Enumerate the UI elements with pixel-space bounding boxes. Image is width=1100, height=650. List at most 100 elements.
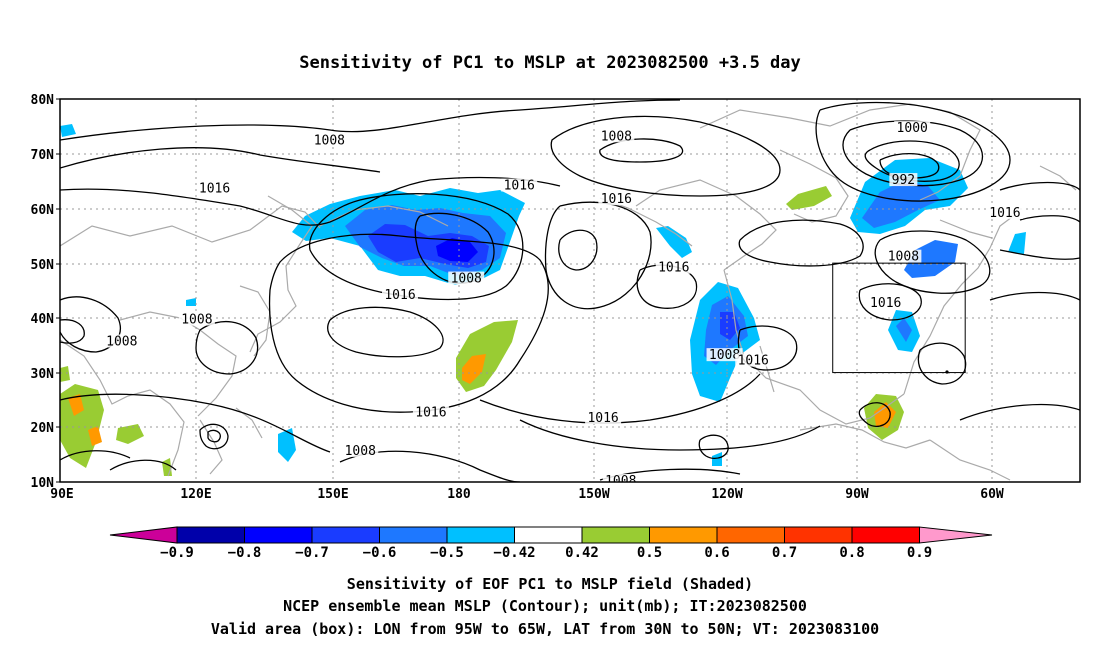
colorbar-segment [176, 526, 245, 544]
map-frame [59, 98, 1081, 483]
contour-label-bg [412, 405, 449, 419]
shade-canada-mid [862, 180, 940, 228]
shade-npac-darkest [436, 238, 478, 262]
lat-label: 70N [31, 148, 55, 163]
caption-line-2: NCEP ensemble mean MSLP (Contour); unit(… [283, 597, 807, 615]
contour-label-bg [585, 411, 622, 425]
contour-label: 1008 [601, 129, 632, 144]
shade-arctic-left [60, 124, 76, 137]
colorbar-label: 0.6 [704, 545, 729, 561]
contour-label-bg [655, 260, 692, 274]
contour-label-bg [598, 192, 635, 206]
contour-label-bg [986, 205, 1023, 219]
contour-label: 992 [892, 173, 915, 188]
contour-label: 1008 [181, 313, 212, 328]
lon-label: 150W [578, 487, 609, 502]
contour-label: 1000 [897, 121, 928, 136]
contour-label: 1008 [345, 444, 376, 459]
colorbar-label: −0.9 [160, 545, 194, 561]
lat-label: 60N [31, 203, 55, 218]
sensitivity-shading [60, 124, 1026, 476]
lon-label: 120E [180, 487, 211, 502]
contour-label-bg [196, 181, 233, 195]
contour-label-bg [706, 348, 743, 362]
colorbar-segment [311, 526, 380, 544]
shade-alaska [656, 226, 692, 258]
contour-label: 1016 [601, 192, 632, 207]
shade-labrador [904, 240, 958, 278]
contour-label-bg [598, 129, 635, 143]
colorbar-segment [784, 526, 853, 544]
colorbar-segment [649, 526, 718, 544]
shade-atlantic-east [1008, 232, 1026, 254]
colorbar-label: 0.8 [839, 545, 864, 561]
contour-label-bg [342, 443, 379, 457]
contour-label-bg [382, 287, 418, 301]
contour-labels: 1008 1016 1016 1008 1016 1008 1016 1008 1008 1016… [103, 121, 1023, 489]
contour-label-bg [885, 249, 922, 263]
contour-label: 1016 [587, 411, 618, 426]
colorbar-label: −0.5 [430, 545, 464, 561]
contour-label: 1008 [451, 272, 482, 287]
lat-label: 10N [31, 476, 55, 491]
contour-label: 1016 [384, 288, 415, 303]
colorbar-label: −0.42 [493, 545, 535, 561]
contour-label: 1008 [314, 134, 345, 149]
contour-label-bg [867, 296, 904, 310]
shade-india-orange [68, 394, 102, 446]
contour-label-bg [501, 178, 538, 192]
contour-label: 1016 [504, 179, 535, 194]
lat-ticks [56, 98, 60, 483]
contour-label: 1016 [738, 354, 769, 369]
shade-box-mid [896, 318, 912, 342]
lon-label: 90E [50, 487, 73, 502]
shade-gulf-orange [874, 402, 896, 428]
colorbar-segment [851, 526, 920, 544]
contour-label: 1016 [870, 296, 901, 311]
captions: Sensitivity of EOF PC1 to MSLP field (Sh… [211, 575, 879, 638]
shade-wpac-south [278, 428, 296, 462]
shade-japan-small [186, 298, 196, 306]
lon-label: 60W [980, 487, 1004, 502]
colorbar-low-extend [109, 526, 178, 544]
lat-label: 20N [31, 421, 55, 436]
lon-label: 180 [447, 487, 471, 502]
shade-pac-orange [462, 354, 486, 384]
contour-label-bg [735, 353, 772, 367]
contour-label: 1008 [106, 334, 137, 349]
contour-label-bg [448, 271, 485, 285]
colorbar-segment [446, 526, 515, 544]
lon-axis: 90E 120E 150E 180 150W 120W 90W 60W [50, 487, 1004, 502]
contour-label: 1016 [415, 406, 446, 421]
contour-label-bg [178, 312, 215, 326]
lon-label: 90W [845, 487, 869, 502]
colorbar-segment [514, 526, 583, 544]
contour-label: 1016 [658, 261, 689, 276]
contour-label-bg [889, 173, 918, 187]
graticule [60, 99, 1080, 482]
colorbar: −0.9 −0.8 −0.7 −0.6 −0.5 −0.42 0.42 0.5 0.6 0.7 0.… [109, 526, 993, 561]
box-marker-dot [945, 370, 949, 374]
colorbar-label: −0.6 [363, 545, 397, 561]
contour-label-bg [894, 121, 931, 135]
colorbar-segment [379, 526, 448, 544]
mslp-contours [60, 99, 1080, 482]
figure-title: Sensitivity of PC1 to MSLP at 2023082500… [299, 53, 801, 73]
colorbar-segment [716, 526, 785, 544]
colorbar-label: −0.7 [295, 545, 329, 561]
colorbar-high-extend [919, 526, 993, 544]
contour-label: 1008 [605, 474, 636, 489]
contour-label-bg [311, 133, 348, 147]
caption-line-3: Valid area (box): LON from 95W to 65W, L… [211, 620, 879, 638]
lon-label: 150E [317, 487, 348, 502]
shade-india-left [60, 366, 70, 382]
colorbar-label: −0.8 [228, 545, 262, 561]
map-panel: 1008 1016 1016 1008 1016 1008 1016 1008 1008 1016… [59, 98, 1081, 489]
lat-label: 50N [31, 258, 55, 273]
lat-label: 80N [31, 93, 55, 108]
colorbar-segment [581, 526, 650, 544]
shade-bay-green [116, 424, 144, 444]
contour-label-bg [602, 474, 639, 482]
colorbar-segment [244, 526, 313, 544]
